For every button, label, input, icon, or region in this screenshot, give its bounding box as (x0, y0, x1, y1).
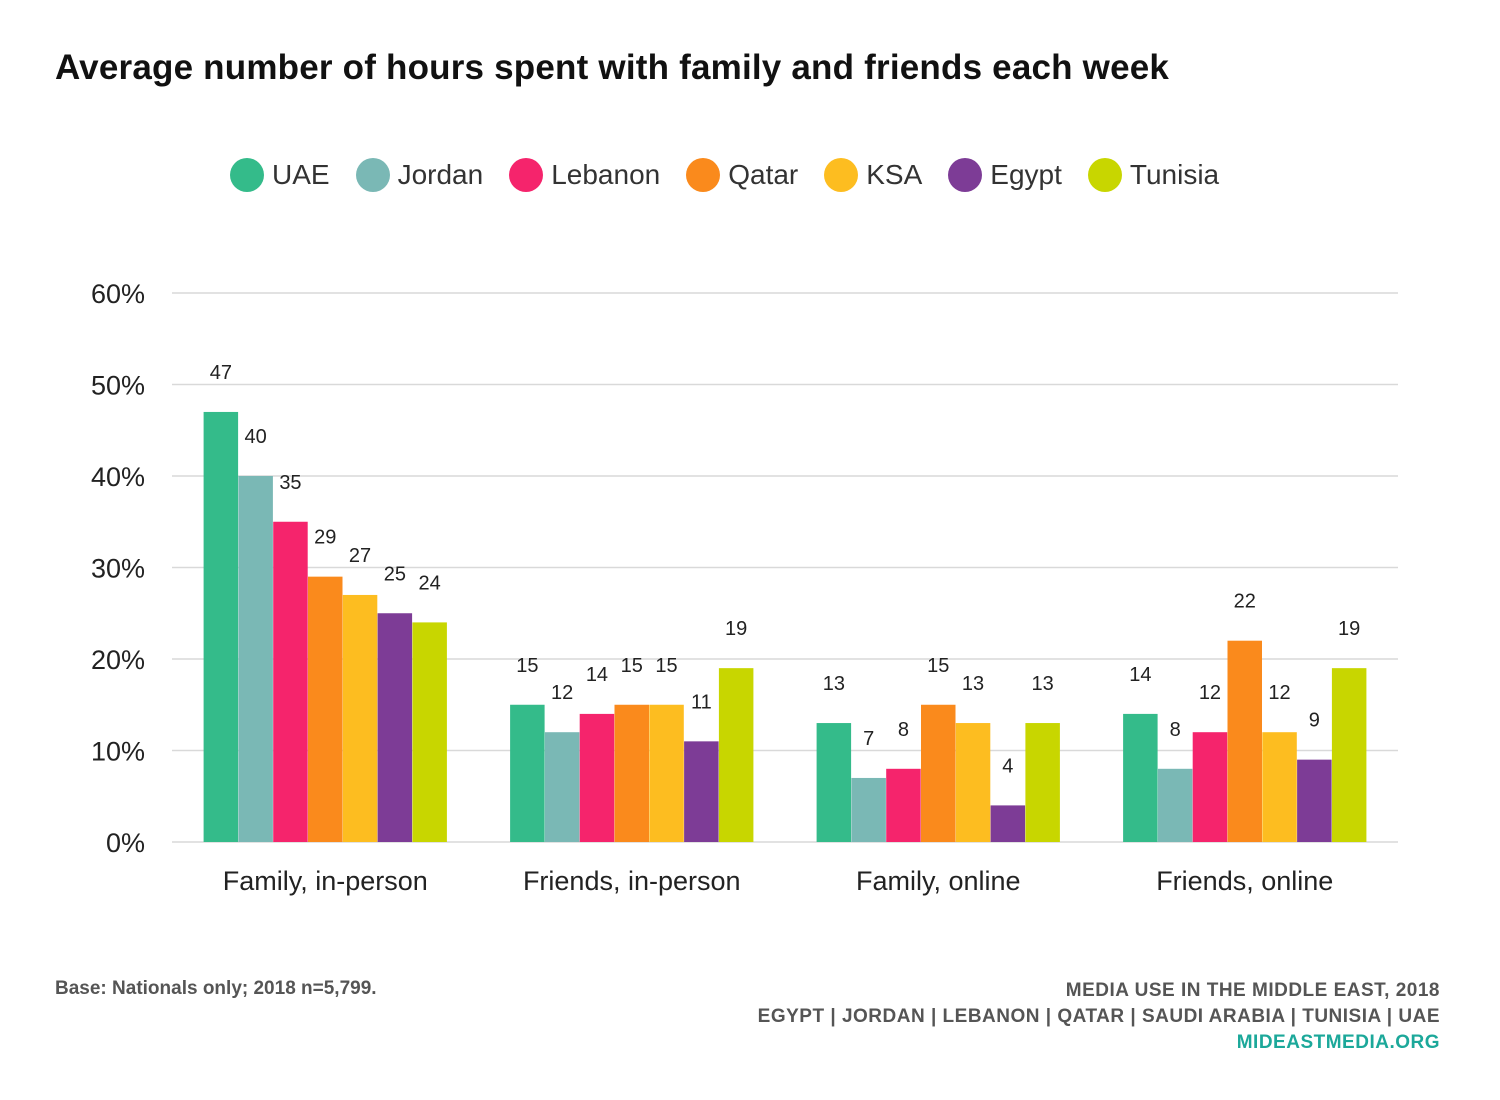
legend-item-qatar: Qatar (686, 158, 798, 192)
bar-lebanon-family-in-person (273, 521, 308, 842)
data-label-egypt-friends-in-person: 11 (691, 691, 712, 713)
data-label-egypt-friends-online: 9 (1309, 710, 1320, 732)
y-tick-label: 20% (91, 645, 145, 675)
data-label-jordan-friends-online: 8 (1170, 719, 1181, 741)
legend-swatch-egypt (948, 158, 983, 192)
y-tick-label: 50% (91, 371, 145, 401)
legend-label-qatar: Qatar (728, 159, 799, 190)
bar-jordan-family-in-person (238, 476, 273, 842)
bar-ksa-friends-in-person (649, 704, 684, 842)
data-label-uae-friends-online: 14 (1129, 664, 1151, 686)
bar-uae-friends-online (1123, 713, 1158, 842)
data-label-qatar-family-online: 15 (927, 655, 949, 677)
bar-tunisia-friends-in-person (718, 668, 754, 842)
data-label-jordan-family-online: 7 (863, 728, 874, 750)
bar-tunisia-family-in-person (412, 622, 447, 842)
footnote: Base: Nationals only; 2018 n=5,799. (55, 978, 377, 999)
bar-qatar-family-in-person (308, 576, 343, 842)
x-tick-label-family-online: Family, online (856, 866, 1021, 896)
credits: MEDIA USE IN THE MIDDLE EAST, 2018 EGYPT… (758, 978, 1440, 1056)
data-label-qatar-friends-in-person: 15 (621, 655, 643, 677)
data-label-egypt-family-online: 4 (1002, 755, 1013, 777)
legend-item-jordan: Jordan (355, 158, 484, 192)
legend-label-egypt: Egypt (990, 159, 1062, 190)
data-label-egypt-family-in-person: 25 (384, 563, 406, 585)
bar-uae-friends-in-person (510, 704, 545, 842)
data-label-lebanon-family-in-person: 35 (279, 472, 301, 494)
legend: UAE Jordan Lebanon Qatar KSA Egypt Tunisia (230, 155, 1219, 195)
bar-jordan-friends-in-person (544, 732, 580, 842)
legend-swatch-uae (230, 158, 264, 192)
bar-qatar-friends-online (1227, 640, 1262, 842)
legend-item-tunisia: Tunisia (1087, 158, 1220, 192)
data-label-uae-friends-in-person: 15 (516, 655, 538, 677)
chart-title: Average number of hours spent with famil… (55, 48, 1170, 87)
legend-item-ksa: KSA (824, 158, 922, 192)
data-label-jordan-family-in-person: 40 (245, 426, 267, 448)
bar-lebanon-friends-online (1192, 732, 1228, 842)
bar-egypt-family-online (990, 805, 1026, 842)
bar-lebanon-family-online (886, 768, 921, 842)
bar-egypt-friends-online (1297, 759, 1332, 842)
bar-egypt-family-in-person (377, 613, 413, 842)
bar-ksa-family-online (955, 723, 991, 842)
bar-lebanon-friends-in-person (579, 713, 615, 842)
legend-item-egypt: Egypt (948, 158, 1062, 192)
bar-qatar-family-online (921, 704, 956, 842)
data-label-lebanon-friends-online: 12 (1199, 682, 1221, 704)
data-label-tunisia-friends-in-person: 19 (725, 618, 747, 640)
legend-swatch-ksa (824, 158, 859, 192)
legend-label-lebanon: Lebanon (551, 159, 661, 190)
data-label-qatar-family-in-person: 29 (314, 527, 336, 549)
data-label-ksa-friends-online: 12 (1268, 682, 1290, 704)
data-label-ksa-friends-in-person: 15 (655, 655, 677, 677)
y-tick-label: 60% (91, 279, 145, 309)
credit-report-title: MEDIA USE IN THE MIDDLE EAST, 2018 (1065, 980, 1440, 1001)
data-label-qatar-friends-online: 22 (1234, 591, 1256, 613)
y-tick-label: 0% (106, 828, 145, 858)
credit-website-link[interactable]: MIDEASTMEDIA.ORG (1236, 1032, 1440, 1053)
data-label-ksa-family-in-person: 27 (349, 545, 371, 567)
data-label-lebanon-family-online: 8 (898, 719, 909, 741)
data-label-tunisia-family-online: 13 (1032, 673, 1054, 695)
data-label-uae-family-online: 13 (823, 673, 845, 695)
legend-label-ksa: KSA (866, 159, 923, 190)
x-tick-label-family-in-person: Family, in-person (223, 866, 428, 896)
x-tick-label-friends-in-person: Friends, in-person (523, 866, 741, 896)
y-tick-label: 40% (91, 462, 145, 492)
legend-label-uae: UAE (272, 159, 330, 190)
bar-uae-family-in-person (203, 411, 239, 842)
bar-tunisia-friends-online (1331, 668, 1367, 842)
data-label-tunisia-friends-online: 19 (1338, 618, 1360, 640)
legend-swatch-qatar (686, 158, 721, 192)
data-label-uae-family-in-person: 47 (210, 362, 232, 384)
data-label-tunisia-family-in-person: 24 (419, 572, 441, 594)
legend-swatch-lebanon (509, 158, 544, 192)
y-tick-label: 30% (91, 554, 145, 584)
legend-swatch-tunisia (1087, 158, 1122, 192)
legend-label-tunisia: Tunisia (1129, 159, 1220, 190)
x-tick-label-friends-online: Friends, online (1156, 866, 1333, 896)
bar-jordan-friends-online (1157, 768, 1193, 842)
data-label-jordan-friends-in-person: 12 (551, 682, 573, 704)
legend-item-uae: UAE (230, 158, 330, 192)
y-tick-label: 10% (91, 737, 145, 767)
bar-uae-family-online (816, 723, 852, 842)
data-label-lebanon-friends-in-person: 14 (586, 664, 608, 686)
data-label-ksa-family-online: 13 (962, 673, 984, 695)
bar-ksa-family-in-person (342, 594, 378, 842)
bar-ksa-friends-online (1262, 732, 1297, 842)
legend-swatch-jordan (355, 158, 390, 192)
bar-jordan-family-online (851, 777, 886, 842)
legend-item-lebanon: Lebanon (509, 158, 660, 192)
credit-countries: EGYPT | JORDAN | LEBANON | QATAR | SAUDI… (757, 1006, 1440, 1027)
legend-label-jordan: Jordan (397, 159, 484, 190)
bar-qatar-friends-in-person (614, 704, 649, 842)
bar-egypt-friends-in-person (684, 741, 719, 842)
bar-tunisia-family-online (1025, 723, 1060, 842)
